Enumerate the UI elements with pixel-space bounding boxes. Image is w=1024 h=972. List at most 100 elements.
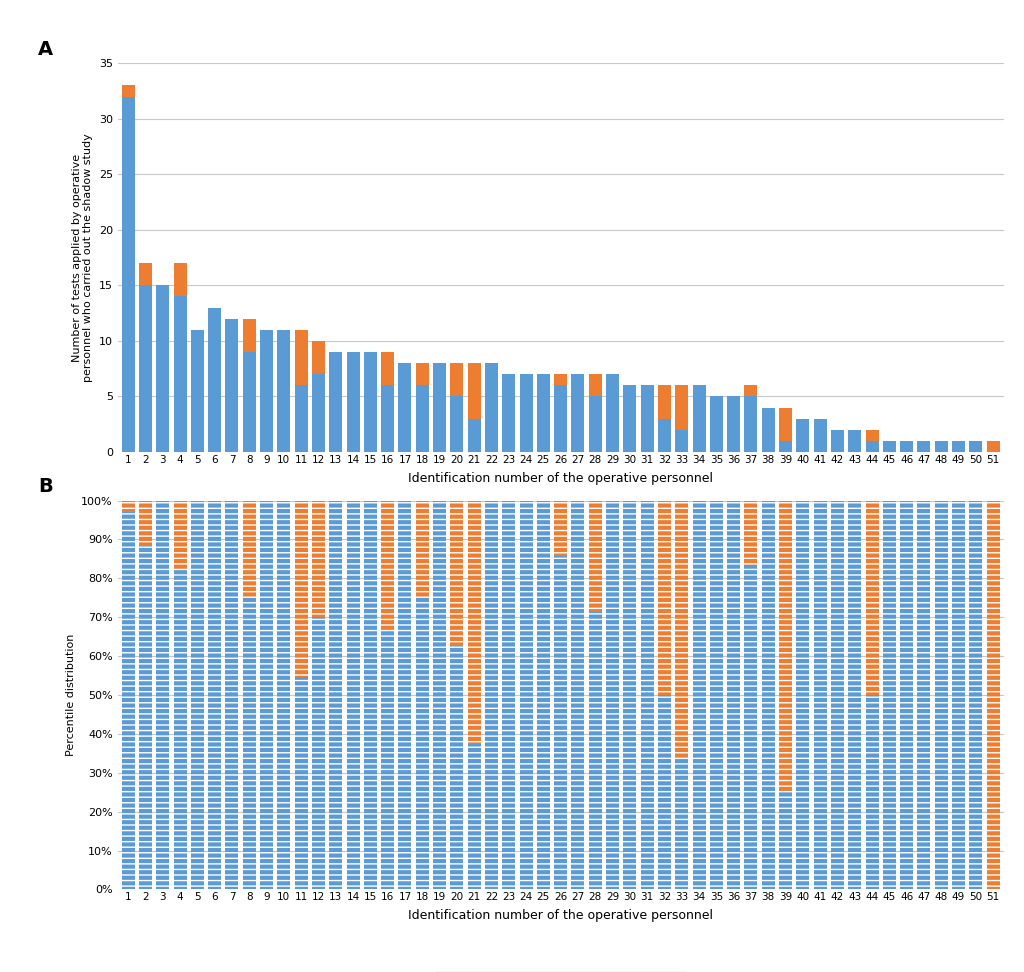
Bar bbox=[797, 419, 809, 452]
Bar bbox=[762, 407, 775, 452]
Bar bbox=[416, 385, 429, 452]
Bar bbox=[606, 501, 620, 889]
Bar bbox=[190, 330, 204, 452]
Bar bbox=[451, 364, 463, 397]
Bar bbox=[727, 397, 740, 452]
Bar bbox=[381, 630, 394, 889]
Bar bbox=[900, 441, 913, 452]
Bar bbox=[658, 501, 671, 695]
Bar bbox=[312, 501, 325, 617]
Bar bbox=[624, 501, 636, 889]
Bar bbox=[225, 501, 239, 889]
Y-axis label: Percentile distribution: Percentile distribution bbox=[66, 634, 76, 756]
Bar bbox=[779, 501, 792, 792]
Bar bbox=[364, 352, 377, 452]
Bar bbox=[208, 501, 221, 889]
Bar bbox=[346, 501, 359, 889]
Bar bbox=[122, 501, 134, 512]
Bar bbox=[243, 352, 256, 452]
Bar bbox=[295, 677, 307, 889]
Bar bbox=[485, 501, 498, 889]
Bar bbox=[416, 501, 429, 598]
Bar bbox=[830, 501, 844, 889]
Bar bbox=[970, 441, 982, 452]
Bar bbox=[173, 263, 186, 296]
Bar bbox=[312, 341, 325, 374]
Bar bbox=[744, 566, 758, 889]
Bar bbox=[157, 286, 169, 452]
Bar bbox=[225, 319, 239, 452]
Bar bbox=[260, 330, 273, 452]
Bar bbox=[797, 501, 809, 889]
Bar bbox=[865, 441, 879, 452]
Bar bbox=[883, 441, 896, 452]
Bar bbox=[606, 374, 620, 452]
Bar bbox=[312, 374, 325, 452]
X-axis label: Identification number of the operative personnel: Identification number of the operative p… bbox=[409, 471, 713, 485]
Bar bbox=[330, 352, 342, 452]
Legend: Number of concordant studies, Number of discordant studies: Number of concordant studies, Number of … bbox=[328, 535, 794, 563]
Bar bbox=[381, 501, 394, 630]
Bar bbox=[727, 501, 740, 889]
Bar bbox=[624, 385, 636, 452]
Bar bbox=[398, 501, 412, 889]
Bar bbox=[589, 501, 602, 611]
Bar bbox=[675, 385, 688, 430]
Bar bbox=[139, 546, 152, 889]
Bar bbox=[848, 501, 861, 889]
Bar bbox=[571, 374, 585, 452]
Bar bbox=[451, 646, 463, 889]
Bar bbox=[865, 695, 879, 889]
Bar bbox=[139, 501, 152, 546]
Bar bbox=[571, 501, 585, 889]
Bar bbox=[744, 501, 758, 566]
Bar bbox=[710, 397, 723, 452]
Bar bbox=[416, 598, 429, 889]
Bar bbox=[641, 501, 653, 889]
Bar bbox=[848, 430, 861, 452]
Bar bbox=[814, 419, 826, 452]
Bar bbox=[139, 286, 152, 452]
Bar bbox=[918, 501, 931, 889]
Bar bbox=[744, 385, 758, 397]
Bar bbox=[468, 501, 480, 744]
X-axis label: Identification number of the operative personnel: Identification number of the operative p… bbox=[409, 909, 713, 922]
Bar bbox=[537, 501, 550, 889]
Bar bbox=[675, 430, 688, 452]
Bar bbox=[658, 419, 671, 452]
Bar bbox=[468, 744, 480, 889]
Bar bbox=[451, 501, 463, 646]
Bar bbox=[260, 501, 273, 889]
Bar bbox=[883, 501, 896, 889]
Bar bbox=[243, 319, 256, 352]
Bar bbox=[433, 501, 446, 889]
Bar bbox=[865, 501, 879, 695]
Bar bbox=[502, 501, 515, 889]
Bar bbox=[554, 374, 567, 385]
Bar bbox=[381, 385, 394, 452]
Text: B: B bbox=[38, 477, 53, 497]
Bar bbox=[330, 501, 342, 889]
Bar bbox=[295, 501, 307, 677]
Bar bbox=[398, 364, 412, 452]
Bar bbox=[658, 695, 671, 889]
Bar bbox=[918, 441, 931, 452]
Text: A: A bbox=[38, 40, 53, 59]
Bar bbox=[173, 570, 186, 889]
Bar bbox=[935, 501, 948, 889]
Bar bbox=[935, 441, 948, 452]
Bar bbox=[278, 501, 291, 889]
Bar bbox=[589, 374, 602, 397]
Bar bbox=[675, 760, 688, 889]
Bar bbox=[208, 307, 221, 452]
Bar bbox=[710, 501, 723, 889]
Bar bbox=[433, 364, 446, 452]
Bar bbox=[779, 792, 792, 889]
Bar bbox=[190, 501, 204, 889]
Bar bbox=[658, 385, 671, 419]
Bar bbox=[519, 501, 532, 889]
Bar bbox=[485, 364, 498, 452]
Bar bbox=[779, 407, 792, 441]
Bar bbox=[157, 501, 169, 889]
Bar bbox=[295, 385, 307, 452]
